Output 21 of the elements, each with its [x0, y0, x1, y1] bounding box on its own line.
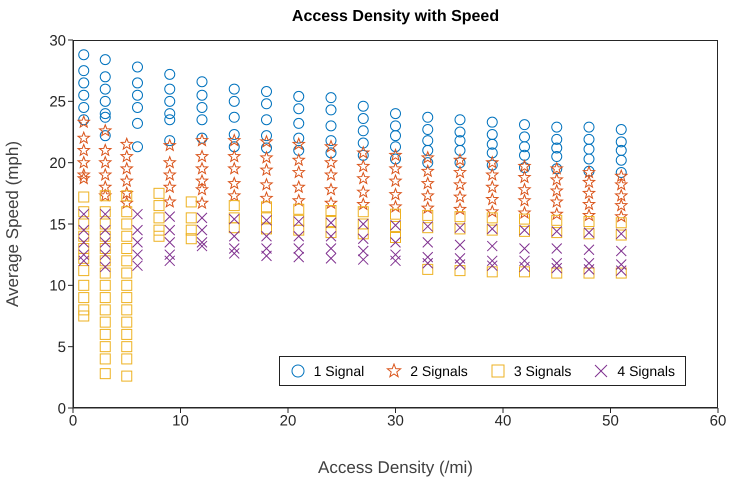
y-tick-label: 25: [49, 94, 66, 111]
x-tick-label: 30: [387, 412, 404, 430]
legend-label: 2 Signals: [410, 363, 468, 379]
y-tick-label: 30: [49, 32, 66, 50]
legend-label: 3 Signals: [514, 363, 572, 379]
x-tick-label: 20: [280, 412, 296, 430]
y-tick-label: 10: [49, 278, 66, 295]
x-tick-label: 10: [172, 412, 189, 430]
legend-label: 1 Signal: [314, 363, 364, 379]
chart-title: Access Density with Speed: [290, 8, 500, 26]
legend-label: 4 Signals: [617, 363, 675, 379]
y-tick-label: 5: [58, 338, 66, 356]
x-tick-label: 60: [710, 412, 726, 430]
x-tick-label: 50: [602, 412, 619, 430]
y-tick-label: 20: [49, 154, 66, 172]
x-tick-label: 40: [494, 412, 512, 430]
x-axis-title: Access Density (/mi): [318, 458, 473, 477]
y-tick-label: 0: [58, 400, 66, 418]
x-tick-label: 0: [68, 412, 78, 430]
y-tick-label: 15: [49, 216, 66, 234]
y-axis-title: Average Speed (mph): [3, 140, 22, 308]
